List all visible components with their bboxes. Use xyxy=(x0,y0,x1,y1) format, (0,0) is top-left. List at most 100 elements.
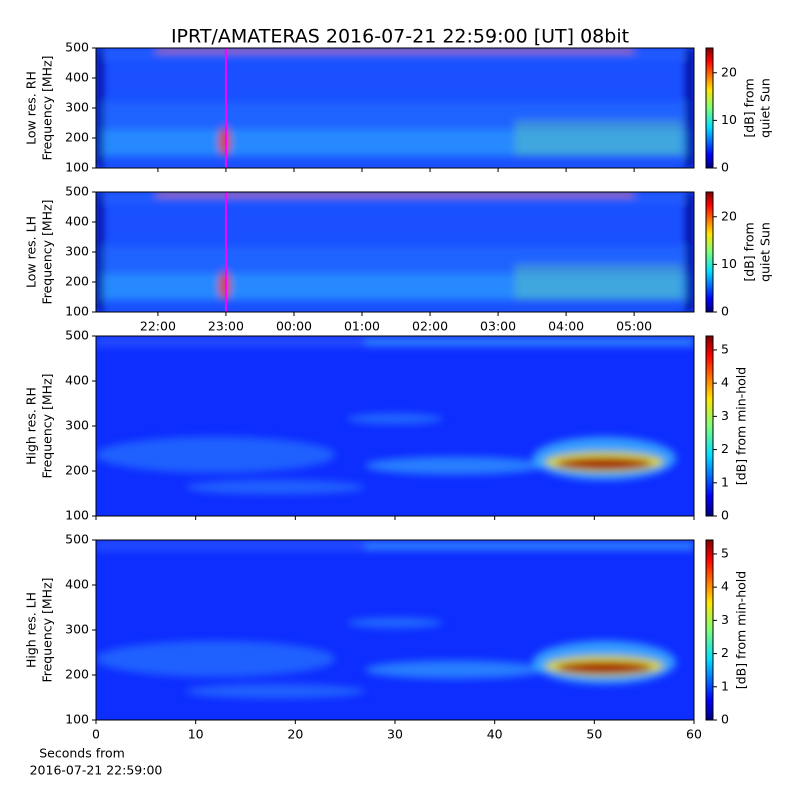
colorbar-tick-label: 20 xyxy=(721,64,737,79)
x-tick-label: 04:00 xyxy=(548,319,584,334)
image-background xyxy=(96,540,694,720)
x-tick-label: 20 xyxy=(287,727,303,742)
image-band xyxy=(685,192,694,312)
image-features xyxy=(96,336,694,495)
spectrogram-image xyxy=(96,48,694,168)
y-tick-label: 100 xyxy=(65,508,89,523)
colorbar-tick-label: 5 xyxy=(721,545,729,560)
y-axis-label: High res. RH xyxy=(24,387,39,465)
y-axis-label: Frequency [MHz] xyxy=(40,199,55,304)
y-tick-label: 200 xyxy=(65,130,89,145)
colorbar-tick-label: 5 xyxy=(721,341,729,356)
colorbar-tick-label: 1 xyxy=(721,678,729,693)
colorbar-tick-label: 0 xyxy=(721,304,729,319)
y-tick-label: 100 xyxy=(65,160,89,175)
y-tick-label: 500 xyxy=(65,532,89,547)
y-axis-label: High res. LH xyxy=(24,592,39,668)
x-tick-label: 50 xyxy=(586,727,602,742)
x-axis-label: 2016-07-21 22:59:00 xyxy=(30,763,163,778)
image-blob xyxy=(556,457,653,471)
y-tick-label: 500 xyxy=(65,328,89,343)
colorbar-label: [dB] from min-hold xyxy=(734,367,749,485)
colorbar-tick-label: 3 xyxy=(721,612,729,627)
y-axis-label: Low res. RH xyxy=(24,71,39,145)
figure-title: IPRT/AMATERAS 2016-07-21 22:59:00 [UT] 0… xyxy=(171,26,629,48)
colorbar-tick-label: 4 xyxy=(721,375,729,390)
image-blob xyxy=(96,436,336,473)
colorbar-tick-label: 3 xyxy=(721,408,729,423)
panel: 100 200 300 400 500 High res. RH Frequency [MH… xyxy=(24,328,749,523)
image-blob xyxy=(365,456,545,475)
y-tick-label: 400 xyxy=(65,214,89,229)
y-axis-label: Frequency [MHz] xyxy=(40,373,55,478)
image-band xyxy=(96,192,104,312)
colorbar-label: [dB] from xyxy=(742,78,757,137)
x-tick-label: 02:00 xyxy=(412,319,448,334)
x-tick-label: 60 xyxy=(686,727,702,742)
image-blob xyxy=(347,413,443,425)
colorbar xyxy=(705,47,714,169)
y-tick-label: 400 xyxy=(65,577,89,592)
colorbar-label: quiet Sun xyxy=(758,78,773,138)
colorbar-tick-label: 1 xyxy=(721,474,729,489)
y-axis-label: Frequency [MHz] xyxy=(40,55,55,160)
image-band xyxy=(155,48,635,53)
y-tick-label: 400 xyxy=(65,70,89,85)
x-tick-label: 03:00 xyxy=(480,319,516,334)
y-tick-label: 100 xyxy=(65,304,89,319)
image-band xyxy=(96,48,104,168)
y-tick-label: 400 xyxy=(65,373,89,388)
image-band xyxy=(514,120,683,156)
colorbar-tick-label: 0 xyxy=(721,160,729,175)
x-tick-label: 30 xyxy=(387,727,403,742)
spectrogram-image xyxy=(96,192,694,312)
y-tick-label: 300 xyxy=(65,418,89,433)
x-axis-label: Seconds from xyxy=(39,746,125,761)
x-tick-label: 23:00 xyxy=(208,319,244,334)
y-tick-label: 300 xyxy=(65,100,89,115)
image-blob xyxy=(185,480,366,495)
image-band xyxy=(96,52,694,58)
colorbar-tick-label: 0 xyxy=(721,508,729,523)
image-background xyxy=(96,336,694,516)
image-band xyxy=(155,192,635,197)
y-tick-label: 200 xyxy=(65,463,89,478)
image-blob xyxy=(347,617,443,629)
y-tick-label: 100 xyxy=(65,712,89,727)
y-tick-label: 300 xyxy=(65,244,89,259)
spectrogram-image xyxy=(96,540,694,720)
x-tick-label: 05:00 xyxy=(616,319,652,334)
y-tick-label: 200 xyxy=(65,274,89,289)
y-axis-label: Low res. LH xyxy=(24,216,39,288)
colorbar-label: [dB] from xyxy=(742,222,757,281)
image-blob xyxy=(365,660,545,679)
colorbar xyxy=(705,539,714,721)
colorbar-tick-label: 20 xyxy=(721,208,737,223)
image-band xyxy=(514,264,683,300)
colorbar-tick-label: 10 xyxy=(721,112,737,127)
y-axis-label: Frequency [MHz] xyxy=(40,577,55,682)
x-tick-label: 10 xyxy=(188,727,204,742)
image-blob xyxy=(218,271,231,300)
colorbar-tick-label: 10 xyxy=(721,256,737,271)
x-tick-label: 40 xyxy=(487,727,503,742)
spectrogram-image xyxy=(96,336,694,516)
x-tick-label: 0 xyxy=(92,727,100,742)
x-tick-label: 00:00 xyxy=(276,319,312,334)
image-blob xyxy=(96,640,336,677)
colorbar xyxy=(705,335,714,517)
colorbar-label: [dB] from min-hold xyxy=(734,571,749,689)
y-tick-label: 500 xyxy=(65,40,89,55)
image-band xyxy=(365,543,694,549)
image-features xyxy=(96,540,694,699)
x-tick-label: 22:00 xyxy=(140,319,176,334)
image-blob xyxy=(556,661,653,675)
image-features xyxy=(96,48,694,168)
image-blob xyxy=(185,684,366,699)
image-blob xyxy=(218,127,231,156)
colorbar-label: quiet Sun xyxy=(758,222,773,282)
